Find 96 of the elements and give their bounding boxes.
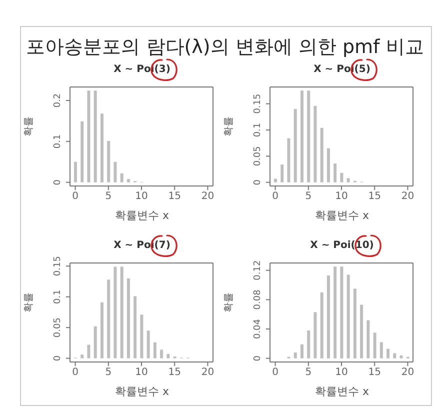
x-tick-label: 10 — [335, 367, 348, 378]
x-axis-title: 확률변수 x — [314, 208, 370, 223]
bar — [366, 320, 370, 358]
y-tick-label: 0.2 — [53, 93, 63, 108]
x-tick-label: 5 — [305, 367, 312, 378]
x-tick-label: 15 — [368, 367, 381, 378]
bar — [160, 350, 164, 358]
bar — [280, 164, 284, 182]
bar — [100, 302, 104, 358]
bar — [334, 266, 337, 358]
bar — [400, 355, 403, 358]
y-tick-label: 0 — [53, 179, 63, 186]
bar — [100, 114, 104, 182]
bar — [94, 90, 97, 182]
bar — [326, 148, 330, 182]
x-tick-label: 10 — [135, 191, 148, 202]
bar — [107, 280, 110, 358]
bar — [87, 344, 90, 358]
x-axis-title: 확률변수 x — [114, 384, 170, 399]
x-tick-label: 20 — [401, 367, 414, 378]
bar — [120, 173, 124, 182]
x-tick-label: 15 — [168, 191, 181, 202]
bar — [126, 179, 130, 182]
bar — [134, 296, 137, 358]
bar — [346, 178, 350, 182]
y-tick-label: 0.15 — [253, 94, 263, 114]
bar — [287, 138, 290, 182]
bar — [114, 162, 117, 182]
bar — [326, 275, 330, 358]
y-tick-label: 0.05 — [253, 146, 263, 166]
y-tick-label: 0.08 — [253, 289, 263, 310]
y-tick-label: 0.12 — [253, 260, 263, 280]
bar — [126, 278, 130, 358]
bar — [314, 106, 317, 182]
bar — [274, 178, 277, 182]
x-tick-label: 0 — [72, 367, 78, 378]
bar — [153, 342, 156, 358]
x-tick-label: 0 — [72, 191, 78, 202]
bar — [300, 90, 304, 182]
bar — [373, 332, 376, 358]
x-tick-label: 5 — [105, 191, 112, 202]
y-axis-title: 확률 — [24, 292, 35, 312]
bar — [360, 304, 364, 358]
x-tick-label: 15 — [368, 191, 381, 202]
y-tick-label: 0.1 — [53, 134, 63, 149]
y-tick-label: 0.1 — [253, 122, 263, 138]
x-tick-label: 20 — [201, 191, 214, 202]
y-axis-title: 확률 — [224, 292, 235, 312]
bar — [294, 109, 297, 182]
text: 포아송분포의 람다(λ)의 변화에 의한 pmf 비교 — [25, 35, 425, 60]
bar — [166, 354, 170, 358]
bar — [340, 266, 344, 358]
y-tick-label: 0.04 — [253, 318, 263, 340]
x-tick-label: 5 — [305, 191, 312, 202]
bar — [353, 288, 356, 358]
y-tick-label: 0.15 — [53, 256, 63, 276]
bar — [386, 348, 390, 358]
y-tick-label: 0.1 — [53, 290, 63, 304]
y-tick-label: 0 — [253, 355, 263, 362]
bar — [314, 312, 317, 358]
x-tick-label: 20 — [201, 367, 214, 378]
x-tick-label: 10 — [135, 367, 148, 378]
bar — [107, 141, 110, 182]
bar — [146, 330, 150, 358]
bar — [380, 342, 383, 358]
bar — [294, 352, 297, 358]
bar — [94, 326, 97, 358]
y-axis-title: 확률 — [24, 116, 35, 136]
bar — [114, 266, 117, 358]
bar — [120, 266, 124, 358]
x-tick-label: 20 — [401, 191, 414, 202]
x-axis-title: 확률변수 x — [114, 208, 170, 223]
x-tick-label: 5 — [105, 367, 112, 378]
bar — [140, 314, 144, 358]
x-axis-title: 확률변수 x — [314, 384, 370, 399]
bar — [74, 162, 77, 182]
x-tick-label: 0 — [272, 367, 278, 378]
y-tick-label: 0 — [53, 355, 63, 362]
bar — [340, 172, 344, 182]
bar — [300, 344, 304, 358]
bar — [320, 128, 324, 182]
bar — [80, 354, 84, 358]
bar — [307, 330, 310, 358]
y-axis-title: 확률 — [224, 116, 235, 136]
x-tick-label: 0 — [272, 191, 278, 202]
y-tick-label: 0.05 — [53, 318, 63, 338]
bar — [393, 353, 396, 358]
bar — [334, 163, 337, 182]
bar — [87, 90, 90, 182]
bar — [346, 274, 350, 358]
bar — [307, 90, 310, 182]
x-tick-label: 10 — [335, 191, 348, 202]
y-tick-label: 0 — [253, 179, 263, 186]
bar — [320, 292, 324, 358]
x-tick-label: 15 — [168, 367, 181, 378]
bar — [80, 121, 84, 182]
